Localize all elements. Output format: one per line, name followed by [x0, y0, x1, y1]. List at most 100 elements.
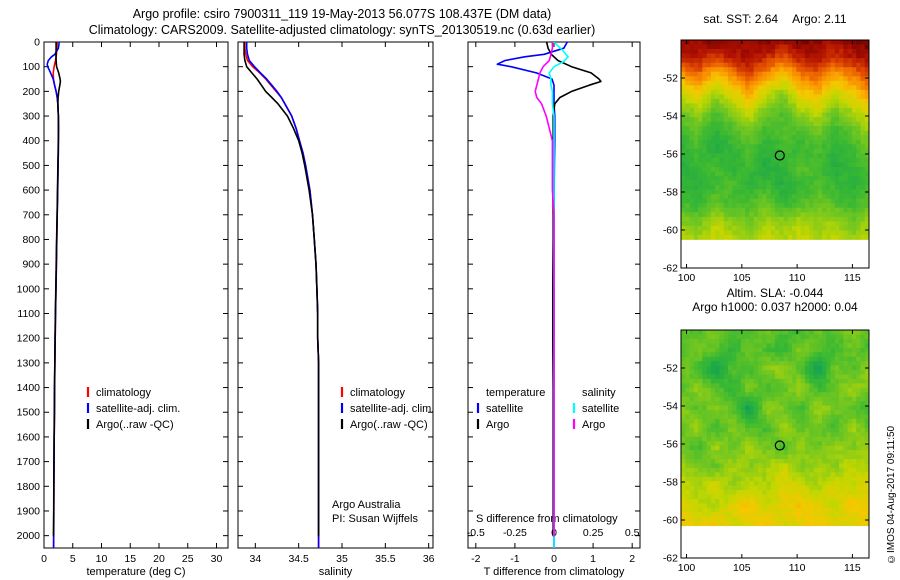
- temperature-profile-plot-series: [46, 42, 62, 548]
- svg-text:-0.5: -0.5: [467, 527, 485, 539]
- svg-text:500: 500: [22, 160, 40, 172]
- difference-plot-s-ticks: -0.5 -0.25 0 0.25 0.5: [467, 527, 640, 539]
- salinity-profile-plot-annotation-1: PI: Susan Wijffels: [332, 513, 418, 525]
- svg-text:400: 400: [22, 135, 40, 147]
- svg-text:1500: 1500: [17, 407, 41, 419]
- sst-map-title-argo: Argo: 2.11: [792, 12, 847, 26]
- svg-text:105: 105: [733, 562, 751, 574]
- difference-plot-legend-header-1: salinity: [582, 387, 616, 399]
- salinity-profile-plot: 34 34.5 35 35.5 36 salinity climatology satelli…: [237, 41, 435, 578]
- temperature-profile-plot-argo: [52, 42, 62, 537]
- svg-text:105: 105: [733, 272, 751, 284]
- svg-text:34.5: 34.5: [288, 553, 309, 565]
- title-line-2: Climatology: CARS2009. Satellite-adjuste…: [88, 23, 596, 37]
- temperature-profile-plot-x-axis: 0 5 10 15 20 25 30: [41, 42, 222, 565]
- svg-text:15: 15: [124, 553, 136, 565]
- svg-text:2000: 2000: [17, 530, 41, 542]
- svg-text:-1: -1: [510, 553, 519, 565]
- difference-plot-series: [496, 42, 602, 548]
- svg-text:Argo: Argo: [582, 419, 605, 431]
- svg-text:climatology: climatology: [350, 387, 406, 399]
- sla-map-title: Altim. SLA: -0.044 Argo h1000: 0.037 h20…: [665, 286, 885, 314]
- salinity-profile-plot-legend: climatology satellite-adj. clim. Argo(..ra…: [340, 387, 434, 431]
- temperature-profile-plot-y-axis: 0 100 200 300 400 500 600 700 800 900 1000 1100 1200…: [17, 37, 228, 542]
- sla-map-title-line-1: Altim. SLA: -0.044: [726, 286, 824, 300]
- sla-map-x-axis: 100 105 110 115: [678, 330, 861, 574]
- difference-plot-xlabel: T difference from climatology: [484, 566, 625, 578]
- svg-text:600: 600: [22, 185, 40, 197]
- svg-text:1000: 1000: [17, 283, 41, 295]
- salinity-profile-plot-climatology: [244, 42, 320, 548]
- sst-map-argo-marker: [774, 150, 785, 161]
- svg-text:satellite: satellite: [582, 403, 619, 415]
- salinity-profile-plot-series: [243, 42, 320, 548]
- temperature-profile-plot: 0 5 10 15 20 25 300100200300400500600700800900…: [17, 37, 229, 578]
- svg-text:35: 35: [336, 553, 348, 565]
- svg-text:1300: 1300: [17, 357, 41, 369]
- svg-text:110: 110: [789, 272, 806, 284]
- svg-text:0.25: 0.25: [583, 527, 604, 539]
- svg-text:1700: 1700: [17, 456, 41, 468]
- svg-text:-62: -62: [663, 553, 678, 565]
- svg-text:0: 0: [41, 553, 47, 565]
- svg-text:100: 100: [678, 562, 696, 574]
- svg-text:-54: -54: [663, 111, 678, 123]
- svg-text:1100: 1100: [17, 308, 40, 320]
- svg-text:climatology: climatology: [96, 387, 152, 399]
- svg-text:200: 200: [22, 86, 40, 98]
- difference-plot-legend-header-0: temperature: [486, 387, 545, 399]
- sst-map-title: sat. SST: 2.64 Argo: 2.11: [665, 12, 885, 26]
- salinity-profile-plot-y-axis: [238, 41, 433, 537]
- svg-text:satellite-adj. clim.: satellite-adj. clim.: [96, 403, 180, 415]
- svg-text:10: 10: [96, 553, 108, 565]
- svg-text:-58: -58: [663, 187, 678, 199]
- svg-text:-2: -2: [471, 553, 480, 565]
- svg-text:-58: -58: [663, 477, 678, 489]
- svg-text:1600: 1600: [17, 431, 41, 443]
- svg-text:800: 800: [22, 234, 40, 246]
- salinity-profile-plot-satellite-adj-clim: [245, 42, 320, 548]
- svg-text:115: 115: [844, 562, 861, 574]
- svg-text:300: 300: [22, 111, 40, 123]
- svg-text:34: 34: [249, 553, 261, 565]
- svg-text:25: 25: [182, 553, 194, 565]
- difference-plot-T-satellite: [496, 42, 569, 548]
- svg-text:700: 700: [22, 209, 40, 221]
- svg-text:0: 0: [551, 553, 557, 565]
- difference-plot-s-axis-label: S difference from climatology: [476, 513, 618, 525]
- svg-text:2: 2: [629, 553, 635, 565]
- svg-text:-56: -56: [663, 439, 678, 451]
- svg-text:110: 110: [789, 562, 806, 574]
- svg-text:-0.25: -0.25: [503, 527, 527, 539]
- svg-text:-54: -54: [663, 401, 678, 413]
- salinity-profile-plot-xlabel: salinity: [319, 566, 353, 578]
- svg-text:100: 100: [678, 272, 696, 284]
- svg-text:36: 36: [423, 553, 435, 565]
- svg-text:-62: -62: [663, 263, 678, 275]
- difference-plot-y-axis: [468, 41, 640, 537]
- sla-map-field: [681, 330, 870, 527]
- svg-text:5: 5: [70, 553, 76, 565]
- svg-text:Argo(..raw -QC): Argo(..raw -QC): [96, 419, 174, 431]
- sst-map-field: [681, 40, 870, 240]
- svg-text:-52: -52: [663, 73, 678, 85]
- sla-map-argo-marker: [774, 440, 785, 451]
- temperature-profile-plot-xlabel: temperature (deg C): [86, 566, 185, 578]
- difference-plot-S-argo: [534, 42, 555, 537]
- svg-text:100: 100: [22, 61, 40, 73]
- svg-text:-52: -52: [663, 363, 678, 375]
- svg-text:1900: 1900: [17, 505, 41, 517]
- sst-map-title-sat: sat. SST: 2.64: [703, 12, 779, 26]
- svg-text:1400: 1400: [17, 382, 41, 394]
- svg-text:30: 30: [211, 553, 223, 565]
- svg-text:20: 20: [153, 553, 165, 565]
- salinity-profile-plot-annotation-0: Argo Australia: [332, 499, 401, 511]
- svg-text:115: 115: [844, 272, 861, 284]
- difference-plot: -2 -1 0 1 2 T difference from climatology S di…: [467, 41, 641, 578]
- imos-watermark: ©IMOS 04-Aug-2017 09:11:50: [886, 425, 897, 564]
- svg-text:35.5: 35.5: [375, 553, 396, 565]
- sla-map-title-line-2: Argo h1000: 0.037 h2000: 0.04: [692, 300, 858, 314]
- svg-text:1800: 1800: [17, 481, 41, 493]
